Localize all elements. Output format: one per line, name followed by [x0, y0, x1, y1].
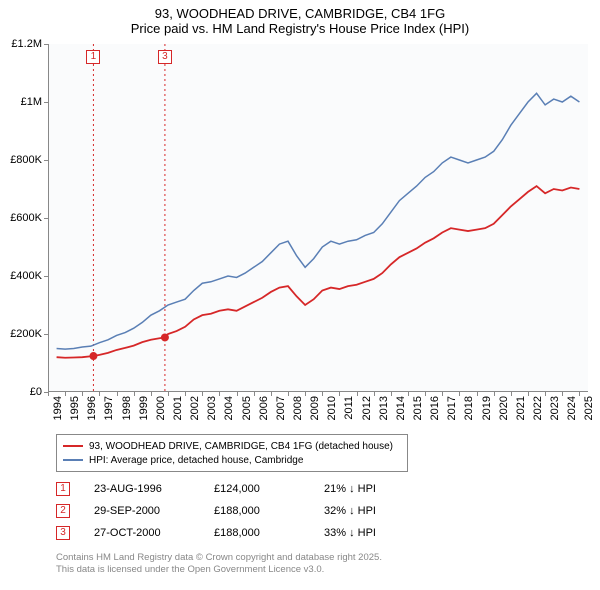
- y-tick-label: £600K: [10, 212, 42, 224]
- transaction-row: 2 29-SEP-2000£188,00032% ↓ HPI: [56, 500, 414, 522]
- event-marker-box: 1: [86, 50, 100, 64]
- chart-svg: [48, 44, 588, 392]
- legend-item: 93, WOODHEAD DRIVE, CAMBRIDGE, CB4 1FG (…: [63, 439, 401, 453]
- x-tick-label: 2004: [223, 396, 235, 420]
- attribution-line-1: Contains HM Land Registry data © Crown c…: [56, 552, 382, 564]
- y-tick-label: £1.2M: [11, 38, 42, 50]
- transaction-table: 1 23-AUG-1996£124,00021% ↓ HPI 2 29-SEP-200…: [56, 478, 414, 544]
- transaction-date: 27-OCT-2000: [94, 527, 214, 539]
- legend-swatch: [63, 459, 83, 461]
- x-tick-label: 1999: [138, 396, 150, 420]
- x-tick-label: 2005: [241, 396, 253, 420]
- x-tick-label: 2024: [566, 396, 578, 420]
- legend-item: HPI: Average price, detached house, Camb…: [63, 453, 401, 467]
- y-tick-label: £400K: [10, 270, 42, 282]
- transaction-marker: 1: [56, 482, 70, 496]
- chart-container: 93, WOODHEAD DRIVE, CAMBRIDGE, CB4 1FG P…: [0, 0, 600, 590]
- x-tick-label: 2009: [309, 396, 321, 420]
- x-tick-label: 2008: [292, 396, 304, 420]
- y-tick-label: £0: [30, 386, 42, 398]
- attribution-text: Contains HM Land Registry data © Crown c…: [56, 552, 382, 577]
- x-tick-label: 2023: [549, 396, 561, 420]
- x-tick-label: 2019: [481, 396, 493, 420]
- chart-title-block: 93, WOODHEAD DRIVE, CAMBRIDGE, CB4 1FG P…: [0, 0, 600, 38]
- legend-swatch: [63, 445, 83, 447]
- transaction-date: 29-SEP-2000: [94, 505, 214, 517]
- x-tick-label: 1997: [103, 396, 115, 420]
- x-tick-label: 2011: [343, 396, 355, 420]
- x-tick-label: 2006: [258, 396, 270, 420]
- title-line-1: 93, WOODHEAD DRIVE, CAMBRIDGE, CB4 1FG: [10, 6, 590, 21]
- transaction-price: £188,000: [214, 505, 324, 517]
- transaction-row: 1 23-AUG-1996£124,00021% ↓ HPI: [56, 478, 414, 500]
- legend-label: 93, WOODHEAD DRIVE, CAMBRIDGE, CB4 1FG (…: [89, 441, 393, 452]
- series-price_red: [57, 186, 580, 358]
- transaction-pct: 33% ↓ HPI: [324, 527, 414, 539]
- plot-area: £0£200K£400K£600K£800K£1M£1.2M 199419951…: [48, 44, 588, 392]
- x-tick-label: 2000: [155, 396, 167, 420]
- x-tick-label: 2010: [326, 396, 338, 420]
- transaction-row: 3 27-OCT-2000£188,00033% ↓ HPI: [56, 522, 414, 544]
- y-tick-label: £800K: [10, 154, 42, 166]
- x-tick-label: 2021: [515, 396, 527, 420]
- transaction-date: 23-AUG-1996: [94, 483, 214, 495]
- title-line-2: Price paid vs. HM Land Registry's House …: [10, 21, 590, 36]
- x-tick-label: 2017: [446, 396, 458, 420]
- x-tick-label: 2013: [378, 396, 390, 420]
- x-tick-label: 1996: [86, 396, 98, 420]
- y-tick-label: £1M: [21, 96, 42, 108]
- x-tick-label: 2007: [275, 396, 287, 420]
- x-tick-label: 2020: [498, 396, 510, 420]
- x-tick-label: 2025: [583, 396, 595, 420]
- transaction-price: £124,000: [214, 483, 324, 495]
- series-hpi_blue: [57, 93, 580, 349]
- x-tick-label: 1995: [69, 396, 81, 420]
- x-tick-label: 2016: [429, 396, 441, 420]
- y-tick-label: £200K: [10, 328, 42, 340]
- x-tick-label: 2018: [463, 396, 475, 420]
- x-tick-label: 2002: [189, 396, 201, 420]
- attribution-line-2: This data is licensed under the Open Gov…: [56, 564, 382, 576]
- x-tick-label: 2003: [206, 396, 218, 420]
- transaction-marker: 3: [56, 526, 70, 540]
- event-marker-box: 3: [158, 50, 172, 64]
- x-tick-label: 2014: [395, 396, 407, 420]
- x-tick-label: 2022: [532, 396, 544, 420]
- legend-box: 93, WOODHEAD DRIVE, CAMBRIDGE, CB4 1FG (…: [56, 434, 408, 472]
- x-tick-label: 1994: [52, 396, 64, 420]
- transaction-marker: 2: [56, 504, 70, 518]
- x-tick-label: 1998: [121, 396, 133, 420]
- transaction-price: £188,000: [214, 527, 324, 539]
- x-tick-label: 2012: [361, 396, 373, 420]
- legend-label: HPI: Average price, detached house, Camb…: [89, 455, 303, 466]
- transaction-pct: 32% ↓ HPI: [324, 505, 414, 517]
- x-tick-label: 2001: [172, 396, 184, 420]
- x-tick-label: 2015: [412, 396, 424, 420]
- transaction-pct: 21% ↓ HPI: [324, 483, 414, 495]
